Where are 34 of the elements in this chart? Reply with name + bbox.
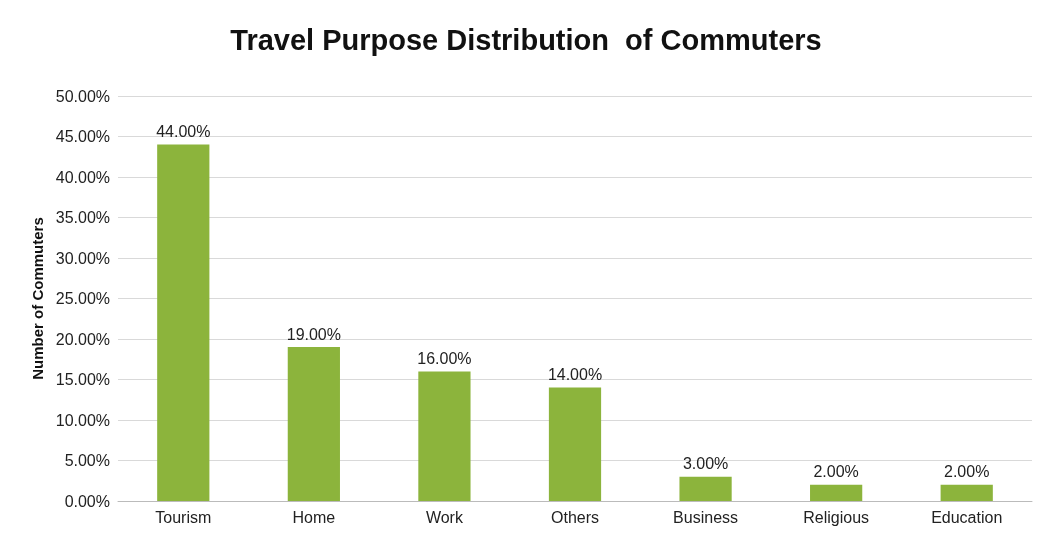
x-tick-label: Others [550,508,600,526]
x-tick-label: Home [292,508,336,526]
x-tick-label: Work [425,508,464,526]
y-tick-label: 35.00% [55,209,110,226]
data-label: 16.00% [417,349,472,367]
bar [287,347,340,501]
y-tick-label: 5.00% [64,452,110,469]
data-label: 44.00% [156,123,211,141]
bar [679,476,732,501]
x-tick-label: Education [931,508,1003,526]
y-tick-label: 50.00% [55,87,110,105]
data-label: 19.00% [286,325,341,343]
data-label: 3.00% [682,455,729,473]
bar [940,484,993,501]
y-tick-label: 10.00% [55,411,110,429]
x-tick-label: Tourism [155,508,212,526]
y-tick-label: 20.00% [55,330,110,348]
data-label: 2.00% [944,463,990,481]
x-tick-label: Business [673,508,739,526]
x-tick-label: Religious [803,508,870,526]
y-tick-label: 45.00% [55,128,110,145]
bar [810,484,863,501]
y-tick-label: 0.00% [64,492,110,510]
y-tick-label: 30.00% [55,249,110,267]
chart-title: Travel Purpose Distribution of Commuters [230,23,822,56]
data-label: 2.00% [813,463,859,481]
bar [548,387,602,501]
y-axis-title: Number of Commuters [28,217,46,380]
y-tick-label: 15.00% [55,371,110,388]
bar [157,144,210,501]
y-tick-label: 40.00% [55,168,110,186]
data-label: 14.00% [547,366,603,384]
bar [418,371,471,501]
y-tick-label: 25.00% [55,290,110,307]
